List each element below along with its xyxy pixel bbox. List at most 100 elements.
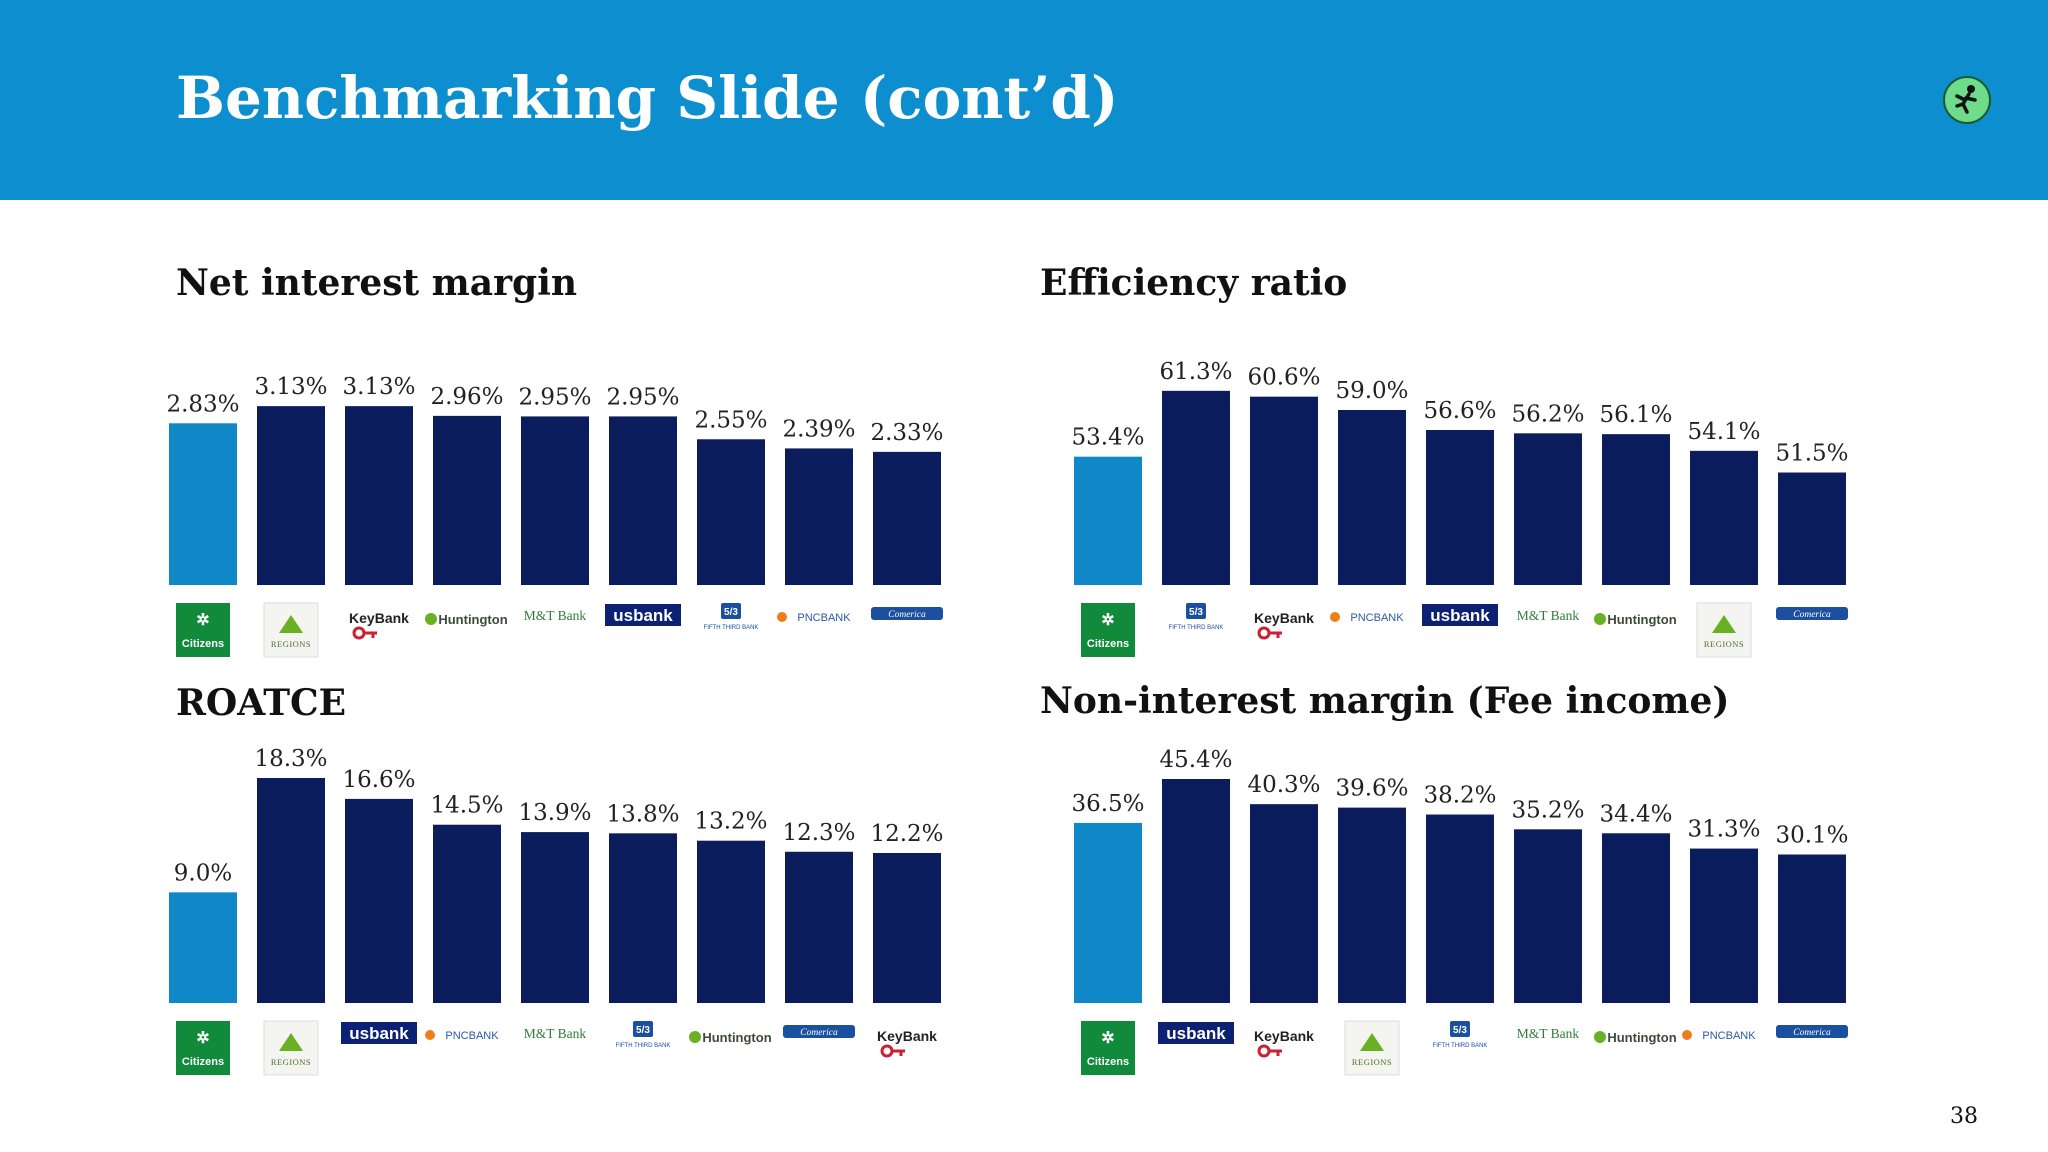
data-label-mandt-bank: 13.9% (518, 800, 591, 826)
data-label-comerica: 30.1% (1775, 822, 1848, 848)
logo-huntington: Huntington (425, 612, 508, 627)
data-label-citizens: 36.5% (1071, 791, 1144, 817)
logo-keybank: KeyBank (877, 1028, 937, 1058)
data-label-comerica: 2.33% (870, 420, 943, 446)
svg-text:REGIONS: REGIONS (271, 1057, 311, 1067)
svg-text:Citizens: Citizens (1087, 638, 1129, 650)
logo-keybank: KeyBank (349, 610, 409, 640)
bar-usbank (609, 416, 677, 585)
logo-pnc-bank: PNCBANK (425, 1030, 499, 1042)
svg-text:PNCBANK: PNCBANK (797, 612, 851, 624)
bar-citizens (1074, 822, 1142, 1003)
data-label-fifth-third-bank: 2.55% (694, 407, 767, 433)
data-label-keybank: 12.2% (870, 821, 943, 847)
logo-keybank: KeyBank (1254, 1028, 1314, 1058)
logo-citizens: ✲ Citizens (176, 603, 230, 657)
header-bar: Benchmarking Slide (cont’d) (0, 0, 2048, 200)
svg-text:Huntington: Huntington (1607, 1030, 1676, 1045)
svg-text:M&T Bank: M&T Bank (1517, 1026, 1580, 1041)
data-label-fifth-third-bank: 38.2% (1423, 783, 1496, 809)
logo-fifth-third-bank: 5/3 FIFTH THIRD BANK (1433, 1021, 1488, 1049)
chart-efficiency-ratio: 53.4% ✲ Citizens 61.3% 5/3 FIFTH THIRD BANK 60… (1071, 359, 1849, 658)
data-label-comerica: 12.3% (782, 820, 855, 846)
svg-text:FIFTH THIRD BANK: FIFTH THIRD BANK (704, 625, 759, 631)
svg-text:5/3: 5/3 (724, 607, 738, 618)
bar-pnc-bank (1338, 410, 1406, 585)
data-label-huntington: 34.4% (1599, 801, 1672, 827)
svg-text:M&T Bank: M&T Bank (524, 608, 587, 623)
bar-pnc-bank (785, 448, 853, 585)
svg-text:Citizens: Citizens (1087, 1056, 1129, 1068)
svg-text:usbank: usbank (613, 606, 673, 625)
svg-text:Huntington: Huntington (702, 1030, 771, 1045)
logo-usbank: usbank (341, 1022, 417, 1044)
svg-text:FIFTH THIRD BANK: FIFTH THIRD BANK (1433, 1043, 1488, 1049)
svg-text:Citizens: Citizens (182, 638, 224, 650)
logo-citizens: ✲ Citizens (1081, 603, 1135, 657)
bar-comerica (873, 451, 941, 585)
data-label-huntington: 13.2% (694, 809, 767, 835)
bar-fifth-third-bank (697, 439, 765, 585)
logo-usbank: usbank (1422, 604, 1498, 626)
bar-fifth-third-bank (609, 833, 677, 1003)
data-label-fifth-third-bank: 61.3% (1159, 359, 1232, 385)
svg-text:KeyBank: KeyBank (1254, 610, 1314, 626)
svg-text:M&T Bank: M&T Bank (524, 1026, 587, 1041)
bar-keybank (873, 853, 941, 1003)
svg-text:PNCBANK: PNCBANK (1702, 1030, 1756, 1042)
svg-text:Citizens: Citizens (182, 1056, 224, 1068)
svg-text:✲: ✲ (196, 612, 209, 629)
logo-fifth-third-bank: 5/3 FIFTH THIRD BANK (1169, 603, 1223, 631)
data-label-mandt-bank: 56.2% (1511, 401, 1584, 427)
svg-text:5/3: 5/3 (1189, 607, 1203, 618)
logo-huntington: Huntington (1594, 1030, 1677, 1045)
bar-pnc-bank (1690, 848, 1758, 1003)
bar-keybank (1250, 396, 1318, 585)
data-label-keybank: 40.3% (1247, 772, 1320, 798)
svg-text:KeyBank: KeyBank (877, 1028, 937, 1044)
svg-text:REGIONS: REGIONS (271, 639, 311, 649)
bar-citizens (169, 892, 237, 1003)
data-label-comerica: 51.5% (1775, 441, 1848, 467)
logo-usbank: usbank (1158, 1022, 1234, 1044)
data-label-citizens: 53.4% (1071, 425, 1144, 451)
bar-huntington (697, 840, 765, 1003)
svg-text:PNCBANK: PNCBANK (445, 1030, 499, 1042)
logo-pnc-bank: PNCBANK (1682, 1030, 1756, 1042)
data-label-citizens: 9.0% (174, 860, 232, 886)
svg-text:FIFTH THIRD BANK: FIFTH THIRD BANK (616, 1043, 671, 1049)
data-label-regions: 39.6% (1335, 776, 1408, 802)
bar-keybank (345, 406, 413, 585)
svg-text:Huntington: Huntington (438, 612, 507, 627)
logo-comerica: Comerica (1776, 1025, 1848, 1038)
data-label-citizens: 2.83% (166, 391, 239, 417)
logo-comerica: Comerica (1776, 607, 1848, 620)
bar-huntington (1602, 434, 1670, 585)
svg-text:usbank: usbank (1430, 606, 1490, 625)
svg-text:5/3: 5/3 (1453, 1025, 1467, 1036)
data-label-pnc-bank: 2.39% (782, 416, 855, 442)
logo-keybank: KeyBank (1254, 610, 1314, 640)
bar-mandt-bank (521, 416, 589, 585)
svg-text:usbank: usbank (1166, 1024, 1226, 1043)
data-label-keybank: 3.13% (342, 374, 415, 400)
data-label-usbank: 45.4% (1159, 747, 1232, 773)
logo-regions: REGIONS (263, 602, 319, 658)
svg-text:Huntington: Huntington (1607, 612, 1676, 627)
data-label-regions: 54.1% (1687, 419, 1760, 445)
logo-citizens: ✲ Citizens (176, 1021, 230, 1075)
bar-huntington (433, 415, 501, 585)
bar-regions (1338, 807, 1406, 1003)
svg-text:KeyBank: KeyBank (1254, 1028, 1314, 1044)
logo-usbank: usbank (605, 604, 681, 626)
bar-fifth-third-bank (1426, 814, 1494, 1003)
data-label-pnc-bank: 31.3% (1687, 817, 1760, 843)
data-label-usbank: 2.95% (606, 384, 679, 410)
chart-non-interest-margin: 36.5% ✲ Citizens 45.4% usbank 40.3% KeyBank 39.… (1071, 747, 1849, 1076)
data-label-keybank: 60.6% (1247, 365, 1320, 391)
svg-text:✲: ✲ (196, 1030, 209, 1047)
data-label-usbank: 56.6% (1423, 398, 1496, 424)
data-label-mandt-bank: 35.2% (1511, 797, 1584, 823)
svg-text:✲: ✲ (1101, 612, 1114, 629)
logo-pnc-bank: PNCBANK (1330, 612, 1404, 624)
